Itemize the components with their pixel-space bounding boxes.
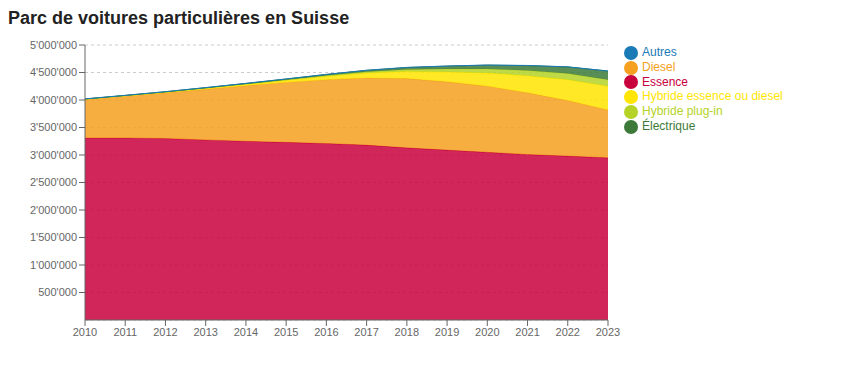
svg-text:2014: 2014	[234, 326, 258, 338]
html-text:Essence: Essence	[642, 74, 688, 89]
svg-text:2018: 2018	[395, 326, 419, 338]
svg-text:1'000'000: 1'000'000	[30, 259, 77, 271]
svg-text:2021: 2021	[515, 326, 539, 338]
svg-text:1'500'000: 1'500'000	[30, 231, 77, 243]
svg-text:5'000'000: 5'000'000	[30, 39, 77, 51]
svg-text:2010: 2010	[73, 326, 97, 338]
svg-text:3'500'000: 3'500'000	[30, 121, 77, 133]
svg-text:2020: 2020	[475, 326, 499, 338]
svg-text:500'000: 500'000	[38, 286, 77, 298]
svg-text:2012: 2012	[153, 326, 177, 338]
html-text:Parc de voitures particulières: Parc de voitures particulières en Suisse	[8, 8, 350, 28]
svg-text:2'500'000: 2'500'000	[30, 176, 77, 188]
svg-text:2016: 2016	[314, 326, 338, 338]
svg-text:3'000'000: 3'000'000	[30, 149, 77, 161]
svg-text:2011: 2011	[113, 326, 137, 338]
svg-text:2022: 2022	[556, 326, 580, 338]
html-text:Autres: Autres	[642, 45, 677, 59]
svg-text:2017: 2017	[354, 326, 378, 338]
svg-text:4'000'000: 4'000'000	[30, 94, 77, 106]
svg-text:2'000'000: 2'000'000	[30, 204, 77, 216]
svg-text:2013: 2013	[193, 326, 217, 338]
html-text:Diesel: Diesel	[642, 59, 676, 74]
html-text:Électrique: Électrique	[642, 119, 696, 134]
svg-text:2015: 2015	[274, 326, 298, 338]
html-text:Hybride essence ou diesel: Hybride essence ou diesel	[642, 89, 783, 104]
svg-text:2019: 2019	[435, 326, 459, 338]
svg-text:2023: 2023	[596, 326, 620, 338]
svg-text:4'500'000: 4'500'000	[30, 66, 77, 78]
html-text:Hybride plug-in: Hybride plug-in	[642, 104, 723, 119]
